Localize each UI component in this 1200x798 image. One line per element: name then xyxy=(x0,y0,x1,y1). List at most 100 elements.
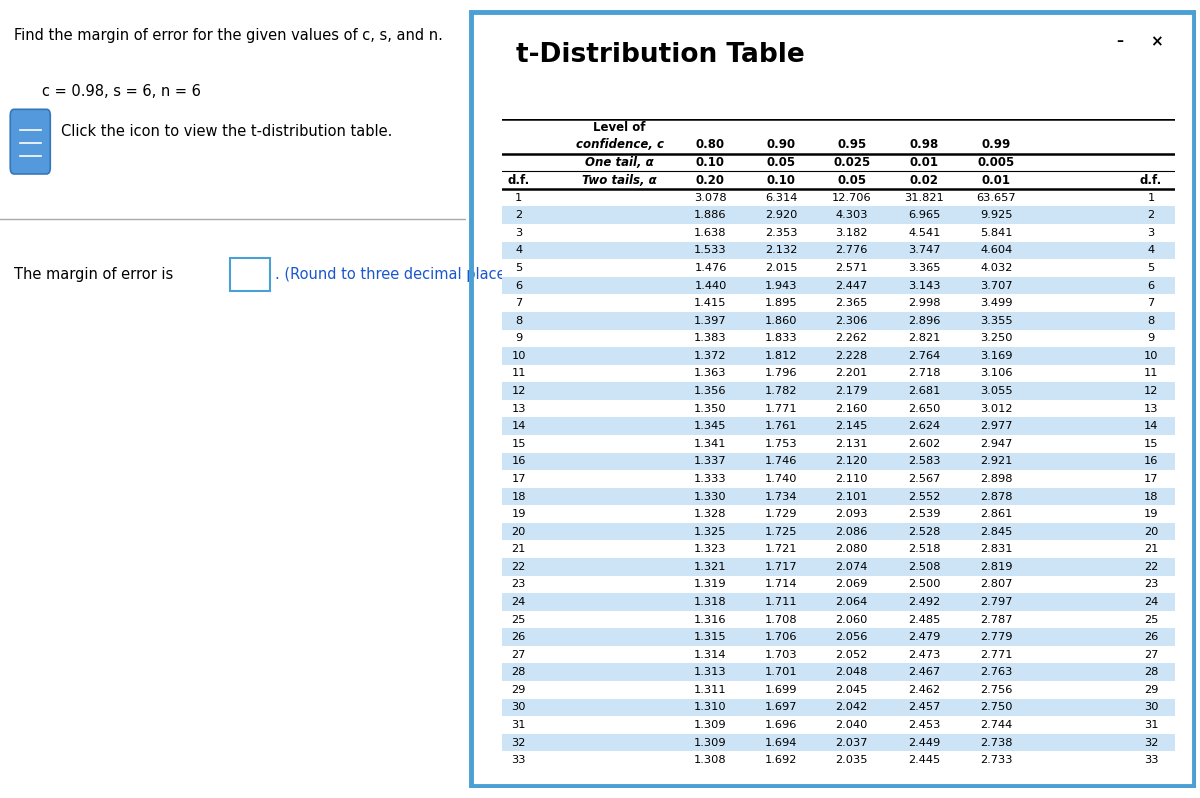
Text: One tail, α: One tail, α xyxy=(586,156,654,169)
Text: 1.350: 1.350 xyxy=(694,404,727,413)
Text: c = 0.98, s = 6, n = 6: c = 0.98, s = 6, n = 6 xyxy=(42,84,200,99)
Text: 2.763: 2.763 xyxy=(980,667,1013,678)
Text: 1.333: 1.333 xyxy=(694,474,727,484)
Text: 2.056: 2.056 xyxy=(835,632,868,642)
Text: 2.896: 2.896 xyxy=(908,316,941,326)
Text: 0.10: 0.10 xyxy=(696,156,725,169)
FancyBboxPatch shape xyxy=(230,258,270,291)
Text: 2.473: 2.473 xyxy=(908,650,941,660)
Text: 17: 17 xyxy=(511,474,526,484)
Text: 1.415: 1.415 xyxy=(694,298,727,308)
Text: 16: 16 xyxy=(1144,456,1158,466)
Bar xyxy=(502,646,1175,663)
Text: d.f.: d.f. xyxy=(1140,174,1162,187)
Text: 2.093: 2.093 xyxy=(835,509,868,519)
Text: Click the icon to view the t-distribution table.: Click the icon to view the t-distributio… xyxy=(60,124,392,139)
Bar xyxy=(502,717,1175,734)
Text: 0.90: 0.90 xyxy=(767,139,796,152)
Text: 2.086: 2.086 xyxy=(835,527,868,537)
Text: 3.143: 3.143 xyxy=(908,281,941,290)
Text: 2.771: 2.771 xyxy=(980,650,1013,660)
Text: 33: 33 xyxy=(1144,755,1158,765)
Text: 2.074: 2.074 xyxy=(835,562,868,572)
Bar xyxy=(502,452,1175,470)
Text: –: – xyxy=(1116,34,1123,49)
Text: 2.807: 2.807 xyxy=(980,579,1013,590)
Bar xyxy=(502,365,1175,382)
Text: 1.440: 1.440 xyxy=(695,281,727,290)
Text: 0.005: 0.005 xyxy=(978,156,1015,169)
Text: 6: 6 xyxy=(515,281,522,290)
Text: 23: 23 xyxy=(511,579,526,590)
Text: 2.306: 2.306 xyxy=(835,316,868,326)
Text: 1.311: 1.311 xyxy=(694,685,727,695)
Text: 1.692: 1.692 xyxy=(764,755,797,765)
Text: 8: 8 xyxy=(1147,316,1154,326)
Text: 2.040: 2.040 xyxy=(835,720,868,730)
Bar xyxy=(502,312,1175,330)
Text: ×: × xyxy=(1150,34,1163,49)
Bar xyxy=(502,698,1175,717)
Text: 2.069: 2.069 xyxy=(835,579,868,590)
Bar xyxy=(502,540,1175,558)
Text: 2.262: 2.262 xyxy=(835,334,868,343)
Text: 1.313: 1.313 xyxy=(694,667,727,678)
Text: 2.681: 2.681 xyxy=(908,386,941,396)
Text: 0.10: 0.10 xyxy=(767,174,796,187)
Text: 9: 9 xyxy=(515,334,522,343)
Text: 1.697: 1.697 xyxy=(764,702,797,713)
Text: 2.160: 2.160 xyxy=(835,404,868,413)
Text: 17: 17 xyxy=(1144,474,1158,484)
Text: 4: 4 xyxy=(515,246,522,255)
Text: 2.528: 2.528 xyxy=(908,527,941,537)
Text: 4.541: 4.541 xyxy=(908,228,941,238)
Text: 2.508: 2.508 xyxy=(908,562,941,572)
Bar xyxy=(502,242,1175,259)
Text: 1.533: 1.533 xyxy=(694,246,727,255)
Text: 1.895: 1.895 xyxy=(764,298,797,308)
Text: 0.025: 0.025 xyxy=(833,156,870,169)
Bar xyxy=(502,681,1175,698)
Text: 0.02: 0.02 xyxy=(910,174,938,187)
Text: 15: 15 xyxy=(1144,439,1158,448)
Text: t-Distribution Table: t-Distribution Table xyxy=(516,42,805,69)
Text: 1.309: 1.309 xyxy=(694,737,727,748)
Text: d.f.: d.f. xyxy=(508,174,530,187)
Text: 2: 2 xyxy=(515,211,522,220)
Text: Two tails, α: Two tails, α xyxy=(582,174,658,187)
Text: 4: 4 xyxy=(1147,246,1154,255)
Text: 2.365: 2.365 xyxy=(835,298,868,308)
Text: 7: 7 xyxy=(515,298,522,308)
Text: 28: 28 xyxy=(511,667,526,678)
Text: 2.567: 2.567 xyxy=(908,474,941,484)
Text: 1: 1 xyxy=(515,192,522,203)
Text: 2.898: 2.898 xyxy=(980,474,1013,484)
Text: 2.447: 2.447 xyxy=(835,281,868,290)
Text: 2.052: 2.052 xyxy=(835,650,868,660)
Text: 2.602: 2.602 xyxy=(908,439,941,448)
Text: 1.860: 1.860 xyxy=(764,316,797,326)
Text: 2.145: 2.145 xyxy=(835,421,868,431)
Text: 2.080: 2.080 xyxy=(835,544,868,555)
Bar xyxy=(502,628,1175,646)
Text: 2.845: 2.845 xyxy=(980,527,1013,537)
Text: 13: 13 xyxy=(1144,404,1158,413)
Bar xyxy=(502,347,1175,365)
Text: 2.861: 2.861 xyxy=(980,509,1013,519)
Text: 1.943: 1.943 xyxy=(764,281,797,290)
Text: 2.048: 2.048 xyxy=(835,667,868,678)
Text: 2.110: 2.110 xyxy=(835,474,868,484)
Text: 22: 22 xyxy=(1144,562,1158,572)
Text: 30: 30 xyxy=(1144,702,1158,713)
Text: 2.479: 2.479 xyxy=(908,632,941,642)
Text: 0.20: 0.20 xyxy=(696,174,725,187)
Text: 2.947: 2.947 xyxy=(980,439,1013,448)
Text: 31: 31 xyxy=(511,720,526,730)
Text: 2.101: 2.101 xyxy=(835,492,868,501)
Text: 2.064: 2.064 xyxy=(835,597,868,607)
Text: 1.638: 1.638 xyxy=(694,228,727,238)
Text: 15: 15 xyxy=(511,439,526,448)
Text: 1.703: 1.703 xyxy=(764,650,797,660)
Text: 6.965: 6.965 xyxy=(908,211,941,220)
Text: 24: 24 xyxy=(1144,597,1158,607)
